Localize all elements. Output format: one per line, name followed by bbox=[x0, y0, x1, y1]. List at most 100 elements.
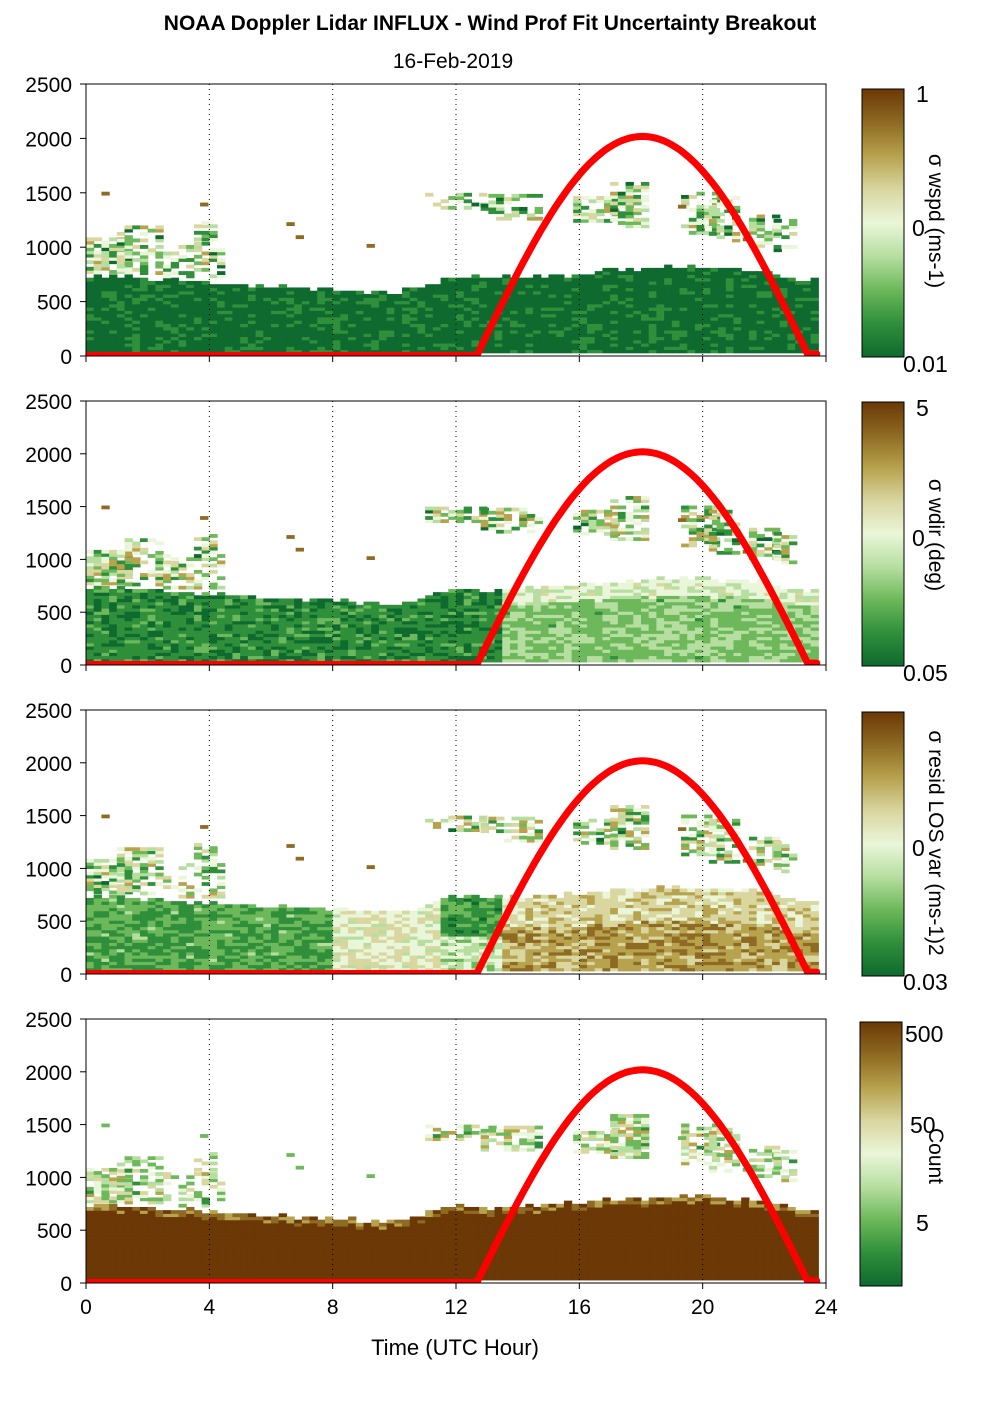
heatmap-cell bbox=[186, 293, 195, 298]
heatmap-cell bbox=[517, 310, 526, 315]
heatmap-cell bbox=[810, 604, 819, 609]
heatmap-cell bbox=[132, 617, 141, 622]
heatmap-cell bbox=[448, 287, 457, 292]
heatmap-cell bbox=[317, 316, 326, 321]
heatmap-cell bbox=[540, 297, 550, 302]
heatmap-cell bbox=[625, 198, 634, 203]
heatmap-cell bbox=[263, 349, 272, 354]
heatmap-cell bbox=[116, 575, 126, 580]
heatmap-cell bbox=[488, 520, 497, 525]
heatmap-cell bbox=[540, 293, 550, 298]
heatmap-cell bbox=[525, 645, 534, 650]
heatmap-cell bbox=[494, 658, 503, 663]
heatmap-cell bbox=[579, 333, 588, 338]
heatmap-cell bbox=[448, 300, 457, 305]
heatmap-cell bbox=[301, 636, 311, 641]
heatmap-cell bbox=[456, 313, 465, 318]
heatmap-cell bbox=[509, 598, 519, 603]
heatmap-cell bbox=[116, 277, 126, 282]
heatmap-cell bbox=[525, 617, 534, 622]
heatmap-cell bbox=[517, 297, 526, 302]
heatmap-cell bbox=[571, 655, 580, 660]
heatmap-cell bbox=[286, 620, 295, 625]
heatmap-cell bbox=[716, 202, 725, 207]
heatmap-cell bbox=[509, 300, 519, 305]
heatmap-cell bbox=[633, 188, 642, 193]
heatmap-cell bbox=[425, 658, 434, 663]
heatmap-cell bbox=[201, 251, 210, 256]
heatmap-cell bbox=[432, 300, 442, 305]
heatmap-cell bbox=[124, 290, 133, 295]
heatmap-cell bbox=[247, 658, 257, 663]
heatmap-cell bbox=[286, 639, 295, 644]
heatmap-cell bbox=[625, 217, 634, 222]
heatmap-cell bbox=[317, 614, 326, 619]
heatmap-cell bbox=[255, 614, 264, 619]
heatmap-cell bbox=[540, 620, 550, 625]
heatmap-cell bbox=[263, 303, 272, 308]
heatmap-cell bbox=[93, 290, 103, 295]
heatmap-cell bbox=[548, 585, 557, 590]
heatmap-cell bbox=[594, 307, 604, 311]
heatmap-cell bbox=[448, 329, 457, 334]
heatmap-cell bbox=[664, 307, 673, 311]
heatmap-cell bbox=[301, 313, 311, 318]
heatmap-cell bbox=[132, 326, 141, 331]
heatmap-cell bbox=[278, 620, 288, 625]
heatmap-cell bbox=[178, 339, 187, 344]
heatmap-cell bbox=[679, 655, 688, 660]
heatmap-cell bbox=[224, 623, 234, 628]
heatmap-cell bbox=[371, 329, 380, 334]
heatmap-cell bbox=[594, 271, 604, 275]
heatmap-cell bbox=[718, 287, 727, 292]
heatmap-cell bbox=[155, 579, 164, 584]
heatmap-cell bbox=[201, 293, 210, 298]
heatmap-cell bbox=[517, 623, 526, 628]
heatmap-cell bbox=[109, 290, 118, 295]
heatmap-cell bbox=[147, 655, 156, 660]
heatmap-cell bbox=[378, 614, 388, 619]
heatmap-cell bbox=[147, 614, 156, 619]
heatmap-cell bbox=[101, 578, 110, 583]
heatmap-cell bbox=[193, 290, 203, 295]
heatmap-cell bbox=[733, 346, 742, 351]
heatmap-cell bbox=[548, 626, 557, 631]
heatmap-cell bbox=[540, 623, 550, 628]
heatmap-cell bbox=[480, 507, 489, 512]
heatmap-cell bbox=[109, 652, 118, 657]
heatmap-cell bbox=[155, 592, 164, 596]
heatmap-cell bbox=[132, 623, 141, 628]
heatmap-cell bbox=[610, 639, 619, 644]
heatmap-cell bbox=[563, 652, 573, 657]
heatmap-cell bbox=[471, 611, 480, 615]
heatmap-cell bbox=[802, 310, 812, 315]
heatmap-cell bbox=[533, 607, 542, 612]
heatmap-cell bbox=[802, 604, 812, 609]
heatmap-cell bbox=[479, 320, 488, 324]
heatmap-cell bbox=[209, 540, 218, 545]
heatmap-cell bbox=[725, 585, 735, 590]
heatmap-cell bbox=[417, 326, 426, 331]
heatmap-cell bbox=[193, 303, 203, 308]
heatmap-cell bbox=[679, 579, 688, 584]
heatmap-cell bbox=[456, 630, 465, 634]
heatmap-cell bbox=[247, 601, 257, 606]
heatmap-cell bbox=[386, 607, 395, 612]
heatmap-cell bbox=[633, 339, 642, 344]
heatmap-cell bbox=[810, 633, 819, 638]
heatmap-cell bbox=[710, 614, 719, 619]
heatmap-cell bbox=[109, 592, 118, 596]
heatmap-cell bbox=[348, 645, 357, 650]
heatmap-cell bbox=[348, 307, 357, 311]
heatmap-cell bbox=[124, 342, 133, 347]
heatmap-cell bbox=[101, 620, 110, 625]
heatmap-cell bbox=[625, 626, 634, 631]
heatmap-cell bbox=[671, 601, 681, 606]
heatmap-cell bbox=[193, 313, 203, 318]
heatmap-cell bbox=[764, 658, 773, 663]
heatmap-cell bbox=[186, 636, 195, 641]
heatmap-cell bbox=[178, 617, 187, 622]
heatmap-cell bbox=[533, 277, 542, 282]
heatmap-cell bbox=[471, 607, 480, 612]
heatmap-cell bbox=[101, 323, 110, 328]
